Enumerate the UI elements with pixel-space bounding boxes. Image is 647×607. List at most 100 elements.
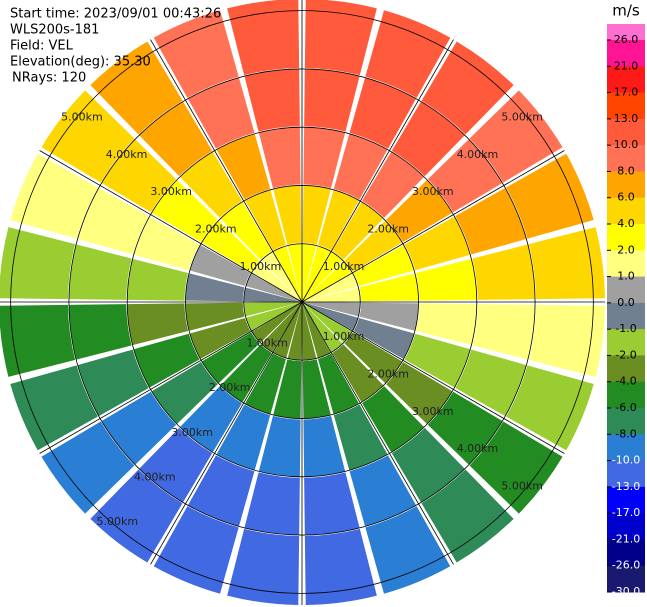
range-gate xyxy=(216,133,271,200)
range-gate xyxy=(10,365,98,451)
range-gate xyxy=(220,344,272,403)
colorbar-band xyxy=(607,513,645,540)
colorbar-label: -8.0 xyxy=(615,427,636,440)
range-label: 3.00km xyxy=(150,185,192,198)
range-gate xyxy=(179,151,242,218)
range-gate xyxy=(353,318,415,360)
colorbar-band xyxy=(607,171,645,199)
spoke xyxy=(150,39,303,303)
range-gate xyxy=(362,386,425,453)
range-label: 2.00km xyxy=(367,367,409,380)
colorbar-band xyxy=(607,145,645,172)
range-gate xyxy=(359,273,419,302)
range-gate xyxy=(506,365,594,451)
range-gate xyxy=(273,245,302,302)
range-gate xyxy=(151,179,218,242)
range-gate xyxy=(0,227,76,300)
range-gate xyxy=(261,251,302,302)
range-gate xyxy=(273,302,302,359)
colorbar-band xyxy=(607,197,645,225)
spoke xyxy=(301,301,454,565)
colorbar-label: 2.0 xyxy=(617,243,635,256)
range-gate xyxy=(365,506,451,594)
range-gate xyxy=(303,415,346,477)
range-gate xyxy=(332,344,384,403)
colorbar-cap xyxy=(607,24,645,40)
range-gate xyxy=(139,427,213,503)
range-gate xyxy=(528,227,605,300)
range-gate xyxy=(41,90,135,183)
range-gate xyxy=(304,0,377,76)
range-gate xyxy=(273,185,302,245)
range-gate xyxy=(90,41,183,135)
range-label: 3.00km xyxy=(412,185,454,198)
range-gate xyxy=(127,303,189,346)
range-label: 1.00km xyxy=(323,330,365,343)
range-gate xyxy=(77,187,149,255)
colorbar-band xyxy=(607,276,645,304)
spoke xyxy=(301,39,454,303)
range-gate xyxy=(227,0,300,76)
range-label: 1.00km xyxy=(240,260,282,273)
colorbar-band xyxy=(607,408,645,435)
range-gate xyxy=(421,469,514,563)
range-gate xyxy=(472,304,536,360)
colorbar-band xyxy=(607,40,645,67)
range-label: 3.00km xyxy=(412,405,454,418)
spoke xyxy=(39,301,303,454)
range-gate xyxy=(359,302,419,331)
colorbar-title: m/s xyxy=(612,2,640,20)
range-gate xyxy=(304,528,377,605)
range-gate xyxy=(244,353,286,415)
range-gate xyxy=(151,362,218,425)
colorbar-band xyxy=(607,460,645,488)
colorbar-band xyxy=(607,565,645,593)
range-gate xyxy=(302,302,331,359)
range-gate xyxy=(127,258,189,301)
range-gate xyxy=(101,391,177,465)
range-label: 4.00km xyxy=(457,442,499,455)
range-gate xyxy=(133,333,200,388)
colorbar-label: 10.0 xyxy=(614,138,639,151)
colorbar-label: 4.0 xyxy=(617,217,635,230)
range-gate xyxy=(68,244,132,300)
range-label: 2.00km xyxy=(195,223,237,236)
colorbar-label: -26.0 xyxy=(612,559,640,572)
range-gate xyxy=(349,77,417,149)
range-gate xyxy=(421,41,514,135)
polar-grid: 1.00km 1.00km 1.00km 1.00km 2.00km 2.00km 2.00… xyxy=(0,0,605,605)
colorbar-band xyxy=(607,224,645,251)
range-gate xyxy=(302,302,361,317)
range-label: 1.00km xyxy=(323,260,365,273)
range-gate xyxy=(179,386,242,453)
colorbar-band xyxy=(607,434,645,462)
info-line: Start time: 2023/09/01 00:43:26 xyxy=(10,7,221,22)
range-gate xyxy=(245,302,302,331)
range-label: 5.00km xyxy=(61,110,103,123)
range-gate xyxy=(365,10,451,98)
range-gate xyxy=(302,245,331,302)
range-gate xyxy=(333,133,388,200)
range-gate xyxy=(362,151,425,218)
colorbar-label: -1.0 xyxy=(615,322,636,335)
range-gate xyxy=(258,415,301,477)
colorbar-label: 6.0 xyxy=(617,191,635,204)
range-label: 4.00km xyxy=(106,148,148,161)
range-gate xyxy=(0,304,76,377)
range-gate xyxy=(244,68,300,132)
range-gate xyxy=(189,244,251,286)
range-label: 5.00km xyxy=(501,110,543,123)
range-gate xyxy=(287,243,302,302)
range-gate xyxy=(469,90,563,183)
range-gate xyxy=(287,302,302,361)
range-gate xyxy=(245,273,302,302)
range-gate xyxy=(244,189,286,251)
range-gate xyxy=(302,185,331,245)
range-gate xyxy=(153,506,239,594)
info-line: Elevation(deg): 35.30 xyxy=(10,55,151,70)
colorbar-label: 1.0 xyxy=(617,270,635,283)
velocity-field xyxy=(0,0,605,605)
colorbar-label: 21.0 xyxy=(614,59,639,72)
range-gate xyxy=(302,243,317,302)
range-ring xyxy=(68,68,536,536)
